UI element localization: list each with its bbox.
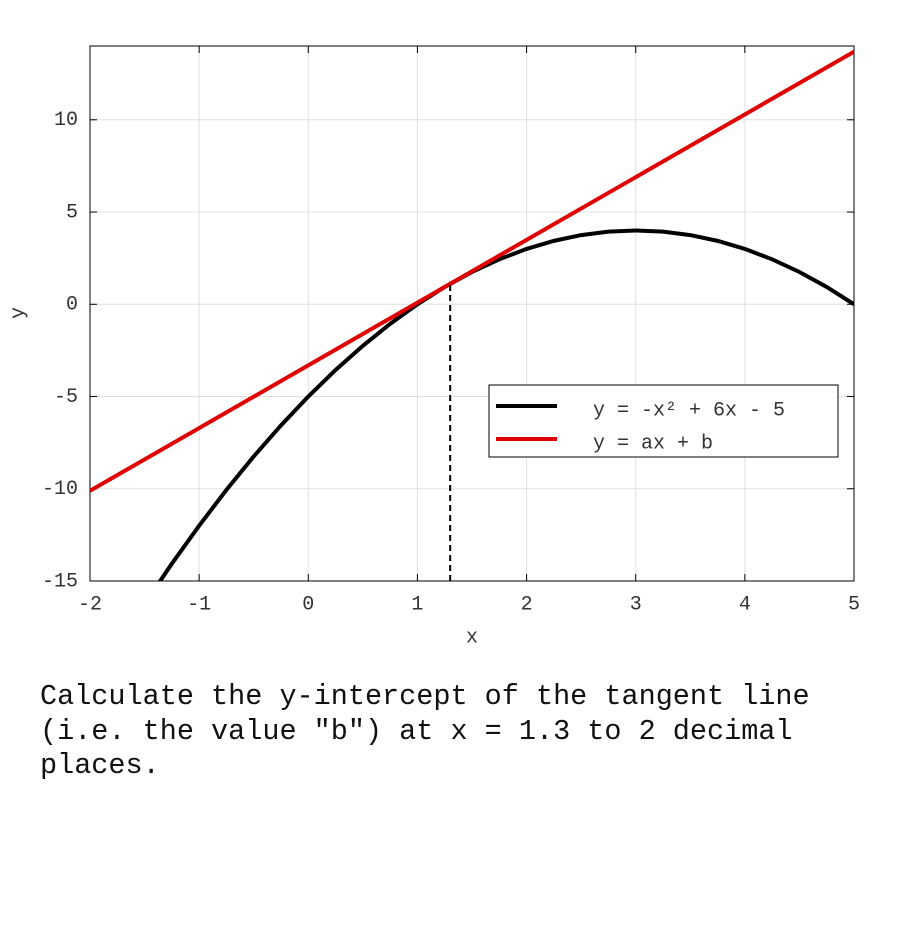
x-tick-label: -2	[78, 593, 102, 616]
x-tick-label: 1	[411, 593, 423, 616]
legend-label: y = -x² + 6x - 5	[593, 399, 785, 422]
plot-area	[90, 49, 854, 581]
x-tick-label: 4	[739, 593, 751, 616]
legend-box	[488, 384, 839, 458]
x-tick-label: 3	[630, 593, 642, 616]
x-axis-label: x	[466, 626, 478, 649]
y-tick-label: 5	[66, 201, 78, 224]
curve	[90, 49, 854, 493]
y-axis-label: y	[7, 307, 30, 319]
x-tick-label: -1	[187, 593, 211, 616]
legend-label: y = ax + b	[593, 432, 713, 455]
y-tick-label: -10	[42, 478, 78, 501]
y-tick-label: -5	[54, 386, 78, 409]
plot-frame	[89, 45, 855, 582]
y-tick-label: 0	[66, 294, 78, 317]
question: Calculate the y-intercept of the tangent…	[40, 680, 810, 782]
x-tick-label: 5	[848, 593, 860, 616]
x-tick-label: 0	[302, 593, 314, 616]
y-tick-label: -15	[42, 570, 78, 593]
x-tick-label: 2	[521, 593, 533, 616]
y-tick-label: 10	[54, 109, 78, 132]
